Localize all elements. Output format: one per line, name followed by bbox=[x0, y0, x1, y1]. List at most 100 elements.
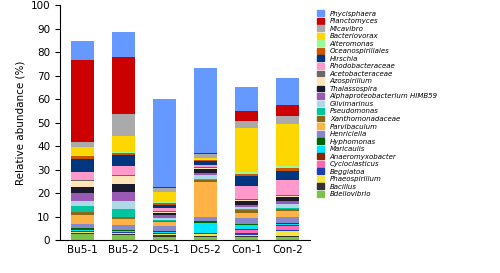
Bar bbox=[112, 176, 135, 184]
Bar bbox=[276, 180, 298, 195]
Bar bbox=[112, 165, 135, 175]
Bar bbox=[235, 225, 258, 229]
Bar bbox=[72, 212, 94, 215]
Bar bbox=[235, 186, 258, 199]
Bar bbox=[235, 121, 258, 128]
Bar bbox=[235, 224, 258, 225]
Bar bbox=[235, 171, 258, 174]
Bar bbox=[194, 221, 216, 222]
Bar bbox=[194, 165, 216, 167]
Bar bbox=[154, 221, 176, 222]
Bar bbox=[112, 233, 135, 234]
Bar bbox=[112, 234, 135, 235]
Bar bbox=[154, 234, 176, 236]
Bar bbox=[72, 232, 94, 233]
Bar bbox=[235, 209, 258, 210]
Bar bbox=[72, 193, 94, 201]
Bar bbox=[72, 231, 94, 232]
Bar bbox=[72, 142, 94, 147]
Bar bbox=[194, 167, 216, 168]
Bar bbox=[112, 201, 135, 209]
Bar bbox=[235, 200, 258, 201]
Bar bbox=[235, 236, 258, 237]
Legend: Phycisphaera, Planctomyces, Micavibro, Bacteriovorax, Alteromonas, Oceanospirill: Phycisphaera, Planctomyces, Micavibro, B… bbox=[316, 9, 440, 199]
Bar bbox=[235, 111, 258, 121]
Y-axis label: Relative abundance (%): Relative abundance (%) bbox=[15, 61, 25, 185]
Bar bbox=[276, 223, 298, 224]
Bar bbox=[235, 205, 258, 207]
Bar bbox=[154, 212, 176, 213]
Bar bbox=[235, 237, 258, 240]
Bar bbox=[194, 175, 216, 179]
Bar bbox=[112, 235, 135, 240]
Bar bbox=[194, 237, 216, 240]
Bar bbox=[72, 224, 94, 229]
Bar bbox=[154, 99, 176, 187]
Bar bbox=[276, 236, 298, 237]
Bar bbox=[194, 161, 216, 165]
Bar bbox=[276, 208, 298, 209]
Bar bbox=[194, 222, 216, 233]
Bar bbox=[112, 219, 135, 225]
Bar bbox=[154, 187, 176, 188]
Bar bbox=[154, 233, 176, 234]
Bar bbox=[112, 32, 135, 57]
Bar bbox=[72, 180, 94, 181]
Bar bbox=[235, 174, 258, 176]
Bar bbox=[194, 179, 216, 180]
Bar bbox=[112, 209, 135, 217]
Bar bbox=[112, 192, 135, 201]
Bar bbox=[194, 170, 216, 173]
Bar bbox=[276, 195, 298, 196]
Bar bbox=[72, 206, 94, 212]
Bar bbox=[276, 211, 298, 217]
Bar bbox=[235, 235, 258, 236]
Bar bbox=[72, 155, 94, 156]
Bar bbox=[276, 237, 298, 240]
Bar bbox=[72, 201, 94, 206]
Bar bbox=[276, 224, 298, 225]
Bar bbox=[154, 215, 176, 218]
Bar bbox=[72, 159, 94, 172]
Bar bbox=[154, 220, 176, 221]
Bar bbox=[276, 209, 298, 211]
Bar bbox=[235, 176, 258, 186]
Bar bbox=[235, 230, 258, 233]
Bar bbox=[112, 57, 135, 114]
Bar bbox=[276, 78, 298, 105]
Bar bbox=[276, 230, 298, 231]
Bar bbox=[276, 171, 298, 180]
Bar bbox=[72, 215, 94, 224]
Bar bbox=[154, 203, 176, 205]
Bar bbox=[235, 199, 258, 200]
Bar bbox=[235, 207, 258, 209]
Bar bbox=[154, 210, 176, 212]
Bar bbox=[154, 202, 176, 203]
Bar bbox=[72, 156, 94, 159]
Bar bbox=[112, 175, 135, 176]
Bar bbox=[235, 128, 258, 171]
Bar bbox=[112, 230, 135, 231]
Bar bbox=[112, 232, 135, 233]
Bar bbox=[194, 180, 216, 182]
Bar bbox=[112, 225, 135, 230]
Bar bbox=[276, 226, 298, 230]
Bar bbox=[72, 230, 94, 231]
Bar bbox=[112, 153, 135, 155]
Bar bbox=[112, 155, 135, 165]
Bar bbox=[235, 218, 258, 224]
Bar bbox=[72, 234, 94, 240]
Bar bbox=[72, 181, 94, 187]
Bar bbox=[154, 226, 176, 231]
Bar bbox=[235, 87, 258, 111]
Bar bbox=[154, 192, 176, 202]
Bar bbox=[194, 182, 216, 217]
Bar bbox=[194, 234, 216, 236]
Bar bbox=[72, 41, 94, 60]
Bar bbox=[72, 147, 94, 155]
Bar bbox=[194, 233, 216, 234]
Bar bbox=[154, 208, 176, 210]
Bar bbox=[112, 217, 135, 219]
Bar bbox=[194, 217, 216, 221]
Bar bbox=[235, 229, 258, 230]
